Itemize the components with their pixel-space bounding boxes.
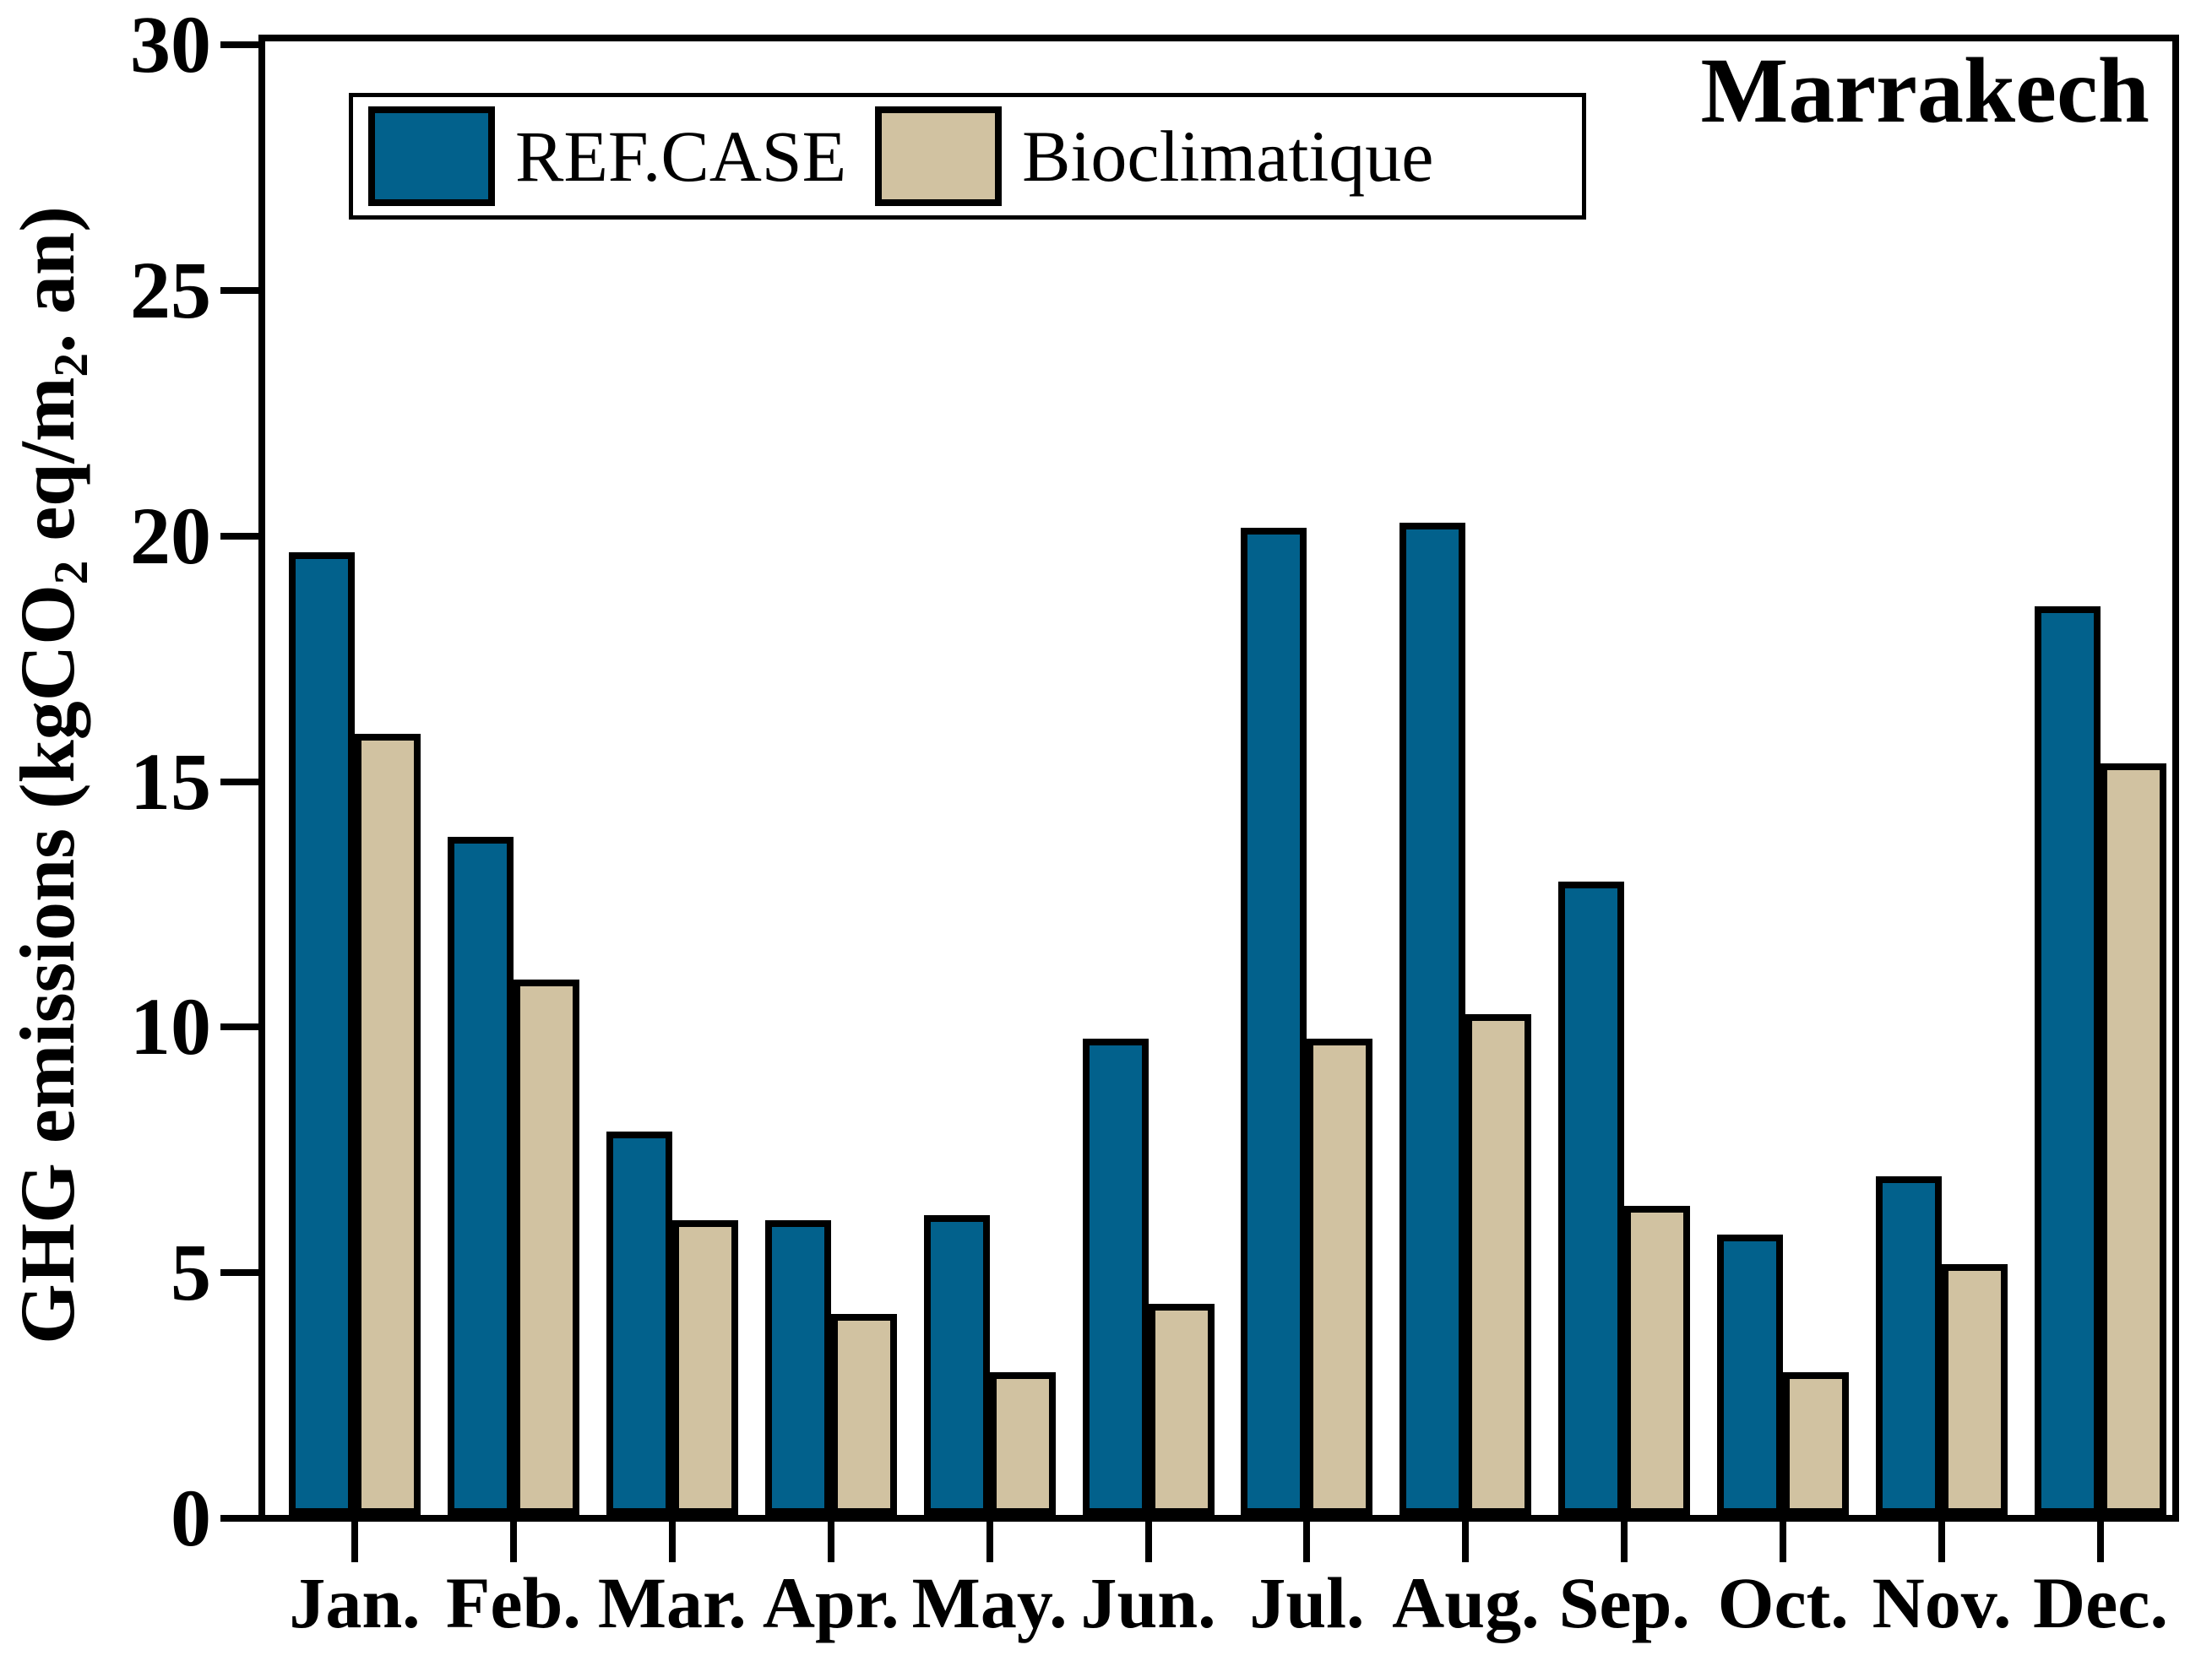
x-axis-label-sep: Sep. (1558, 1562, 1690, 1643)
x-axis-tick-nov (1938, 1522, 1946, 1562)
bar-ref-case-dec (2035, 606, 2101, 1515)
y-axis-label-30: 30 (130, 0, 211, 90)
y-axis-tick-25 (220, 286, 258, 294)
y-axis-label-25: 25 (130, 244, 211, 335)
legend-label-bioclimatique: Bioclimatique (1022, 116, 1434, 197)
x-axis-tick-jun (1144, 1522, 1152, 1562)
x-axis-tick-jul (1303, 1522, 1311, 1562)
y-axis-tick-20 (220, 532, 258, 540)
x-axis-tick-sep (1621, 1522, 1628, 1562)
y-axis-label-15: 15 (130, 736, 211, 827)
x-axis-tick-may (986, 1522, 993, 1562)
bar-bioclimatique-aug (1465, 1014, 1532, 1515)
x-axis-tick-jan (351, 1522, 358, 1562)
x-axis-label-may: May. (911, 1562, 1068, 1643)
x-axis-tick-apr (827, 1522, 834, 1562)
bar-ref-case-aug (1399, 523, 1466, 1515)
bar-bioclimatique-apr (830, 1314, 897, 1515)
bar-ref-case-jun (1082, 1039, 1149, 1515)
bar-bioclimatique-oct (1783, 1372, 1850, 1515)
y-axis-label-0: 0 (171, 1473, 211, 1563)
bar-bioclimatique-jul (1307, 1039, 1373, 1515)
y-axis-label-10: 10 (130, 981, 211, 1072)
bar-ref-case-apr (764, 1220, 831, 1515)
x-axis-label-apr: Apr. (762, 1562, 899, 1643)
x-axis-label-dec: Dec. (2033, 1562, 2168, 1643)
y-axis-tick-15 (220, 778, 258, 785)
bar-ref-case-feb (447, 837, 514, 1515)
x-axis-tick-aug (1462, 1522, 1470, 1562)
x-axis-tick-oct (1780, 1522, 1787, 1562)
bar-bioclimatique-nov (1942, 1264, 2008, 1515)
bar-ref-case-sep (1558, 882, 1625, 1515)
plot-area (258, 35, 2179, 1522)
bar-bioclimatique-sep (1624, 1206, 1691, 1515)
bar-ref-case-may (923, 1215, 990, 1515)
x-axis-label-mar: Mar. (597, 1562, 747, 1643)
legend-label-ref-case: REF.CASE (515, 116, 847, 197)
y-axis-tick-10 (220, 1023, 258, 1031)
x-axis-label-jul: Jul. (1249, 1562, 1365, 1643)
bar-bioclimatique-feb (513, 980, 579, 1515)
bar-bioclimatique-may (989, 1372, 1056, 1515)
legend-swatch-bioclimatique (875, 106, 1003, 206)
x-axis-label-jan: Jan. (289, 1562, 421, 1643)
x-axis-tick-feb (509, 1522, 517, 1562)
y-axis-tick-0 (220, 1515, 258, 1522)
bar-ref-case-nov (1876, 1176, 1943, 1515)
bar-ref-case-jan (289, 552, 355, 1515)
x-axis-label-nov: Nov. (1872, 1562, 2012, 1643)
x-axis-label-jun: Jun. (1080, 1562, 1216, 1643)
bar-ref-case-oct (1717, 1235, 1784, 1515)
legend-box: REF.CASE Bioclimatique (349, 93, 1586, 220)
bar-bioclimatique-jan (355, 734, 421, 1515)
x-axis-label-oct: Oct. (1717, 1562, 1849, 1643)
y-axis-label-20: 20 (130, 490, 211, 581)
chart-title: Marrakech (1700, 39, 2149, 142)
y-axis-title-subscript: 2 (44, 352, 98, 377)
y-axis-tick-30 (220, 41, 258, 48)
x-axis-label-aug: Aug. (1392, 1562, 1540, 1643)
bar-ref-case-mar (606, 1132, 672, 1515)
bar-bioclimatique-mar (671, 1220, 738, 1515)
y-axis-tick-5 (220, 1269, 258, 1277)
x-axis-label-feb: Feb. (445, 1562, 581, 1643)
legend-swatch-ref-case (368, 106, 495, 206)
bar-bioclimatique-jun (1148, 1304, 1215, 1515)
y-axis-label-5: 5 (171, 1227, 211, 1318)
bar-ref-case-jul (1241, 528, 1307, 1515)
x-axis-tick-dec (2097, 1522, 2104, 1562)
x-axis-tick-mar (668, 1522, 676, 1562)
bar-bioclimatique-dec (2101, 763, 2166, 1515)
